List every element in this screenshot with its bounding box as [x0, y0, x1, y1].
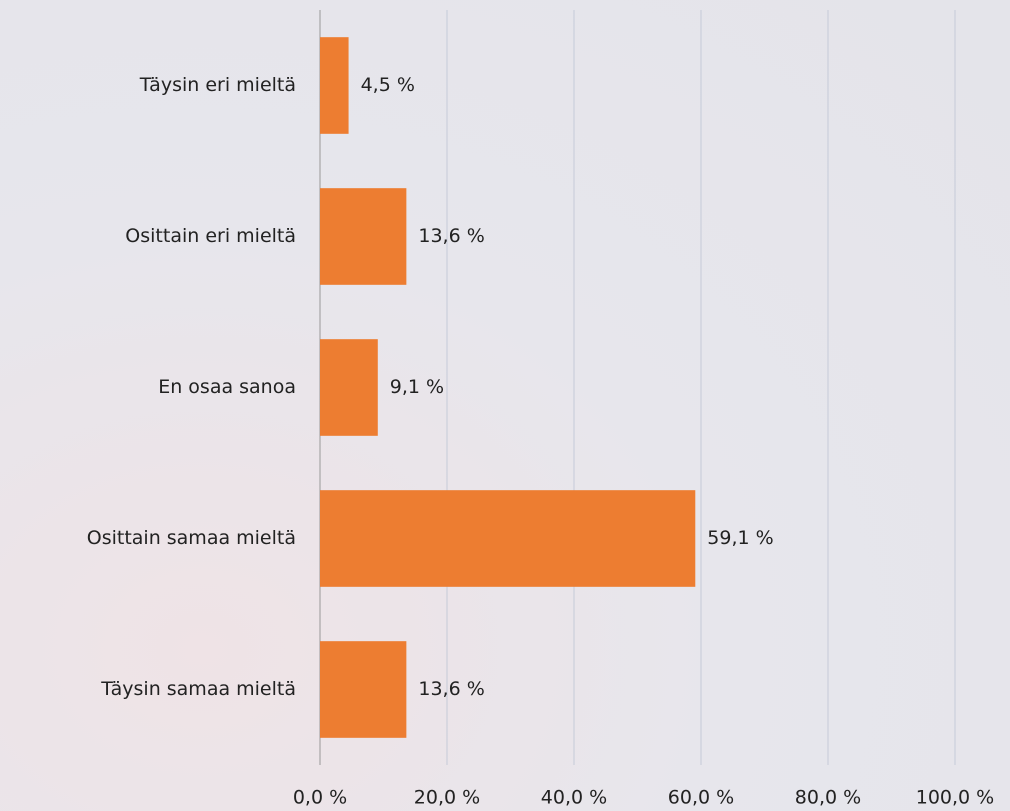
- data-label: 13,6 %: [418, 678, 484, 700]
- y-tick-label: Täysin samaa mieltä: [100, 678, 296, 700]
- bar: [320, 641, 407, 738]
- y-tick-label: Osittain samaa mieltä: [87, 527, 296, 549]
- x-tick-label: 60,0 %: [668, 787, 734, 809]
- y-tick-label: Täysin eri mieltä: [139, 74, 296, 96]
- x-tick-label: 20,0 %: [414, 787, 480, 809]
- data-label: 13,6 %: [418, 225, 484, 247]
- bar: [320, 188, 407, 285]
- data-label: 9,1 %: [390, 376, 444, 398]
- x-tick-label: 40,0 %: [541, 787, 607, 809]
- bar: [320, 339, 378, 436]
- y-tick-label: En osaa sanoa: [158, 376, 296, 398]
- bar: [320, 490, 696, 587]
- y-tick-label: Osittain eri mieltä: [125, 225, 296, 247]
- x-tick-label: 100,0 %: [916, 787, 995, 809]
- data-label: 59,1 %: [707, 527, 773, 549]
- data-label: 4,5 %: [361, 74, 415, 96]
- x-tick-label: 0,0 %: [293, 787, 347, 809]
- x-tick-label: 80,0 %: [795, 787, 861, 809]
- bar: [320, 37, 349, 134]
